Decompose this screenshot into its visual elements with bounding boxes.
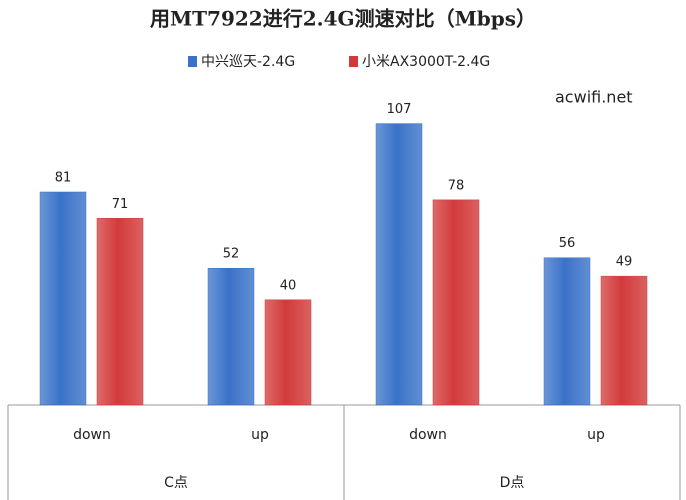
value-label: 52 [223,247,240,262]
x-tick-label: down [73,427,111,443]
group-label: D点 [500,475,525,491]
x-tick-label: up [587,427,605,443]
value-label: 71 [112,197,129,212]
x-tick-label: down [409,427,447,443]
bar [375,123,423,406]
legend-swatch [188,56,197,67]
group-label: C点 [164,475,188,491]
value-label: 78 [448,178,465,193]
bar [39,191,87,406]
value-label: 81 [55,170,72,185]
watermark: acwifi.net [555,88,633,107]
legend-label: 中兴巡天-2.4G [201,54,295,70]
bar [264,299,312,406]
value-label: 56 [559,236,576,251]
x-tick-label: up [251,427,269,443]
bar [432,199,480,406]
bar [207,267,255,406]
bar [543,257,591,406]
value-label: 49 [616,255,633,270]
chart-title: 用MT7922进行2.4G测速对比（Mbps） [150,7,536,31]
legend-label: 小米AX3000T-2.4G [362,54,490,70]
value-label: 40 [280,278,297,293]
bar [96,218,144,406]
value-label: 107 [387,102,412,117]
legend-swatch [349,56,358,67]
bar [600,275,648,406]
